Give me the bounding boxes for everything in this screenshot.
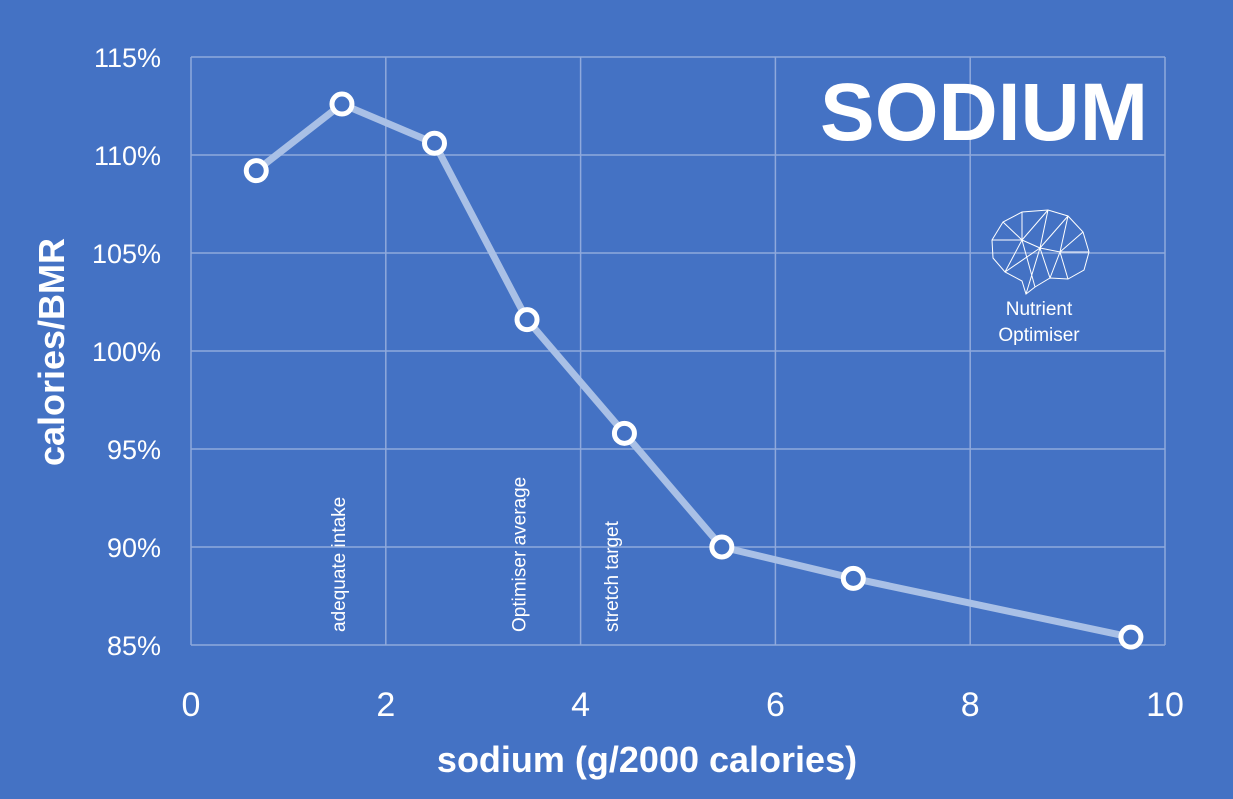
annotations: adequate intake Optimiser average stretch … — [329, 477, 623, 632]
logo-line2: Optimiser — [998, 325, 1080, 346]
y-tick-label: 110% — [94, 141, 161, 171]
data-point — [422, 130, 447, 156]
nutrient-optimiser-logo: Nutrient Optimiser — [991, 209, 1090, 346]
y-tick-label: 85% — [107, 631, 161, 661]
brain-network-icon — [991, 209, 1090, 295]
y-tick-label: 95% — [107, 435, 161, 465]
data-point — [840, 565, 866, 591]
x-tick-label: 0 — [182, 686, 201, 724]
annotation-label: Optimiser average — [509, 477, 530, 632]
annotation-label: stretch target — [602, 520, 623, 632]
series-line — [252, 100, 1135, 641]
x-axis-title: sodium (g/2000 calories) — [437, 739, 857, 780]
x-tick-label: 8 — [961, 686, 980, 724]
x-tick-label: 6 — [766, 686, 785, 724]
logo-line1: Nutrient — [1006, 299, 1073, 320]
y-tick-label: 105% — [92, 239, 161, 269]
y-axis-title: calories/BMR — [31, 238, 72, 466]
data-point — [709, 534, 735, 560]
y-tick-label: 90% — [107, 533, 161, 563]
grid — [190, 56, 1166, 646]
y-axis-ticks: 85% 90% 95% 100% 105% 110% 115% — [92, 43, 161, 661]
x-tick-label: 4 — [571, 686, 590, 724]
data-series — [243, 91, 1144, 650]
x-axis-ticks: 0 2 4 6 8 10 — [182, 686, 1184, 724]
data-point — [611, 420, 637, 446]
chart-title: SODIUM — [820, 67, 1148, 158]
annotation-label: adequate intake — [329, 497, 350, 632]
data-point — [1118, 624, 1144, 650]
data-point — [329, 91, 355, 117]
y-tick-label: 115% — [94, 43, 161, 73]
data-point — [243, 158, 269, 184]
y-tick-label: 100% — [92, 337, 161, 367]
data-point — [514, 307, 540, 333]
x-tick-label: 2 — [376, 686, 395, 724]
x-tick-label: 10 — [1146, 686, 1184, 724]
